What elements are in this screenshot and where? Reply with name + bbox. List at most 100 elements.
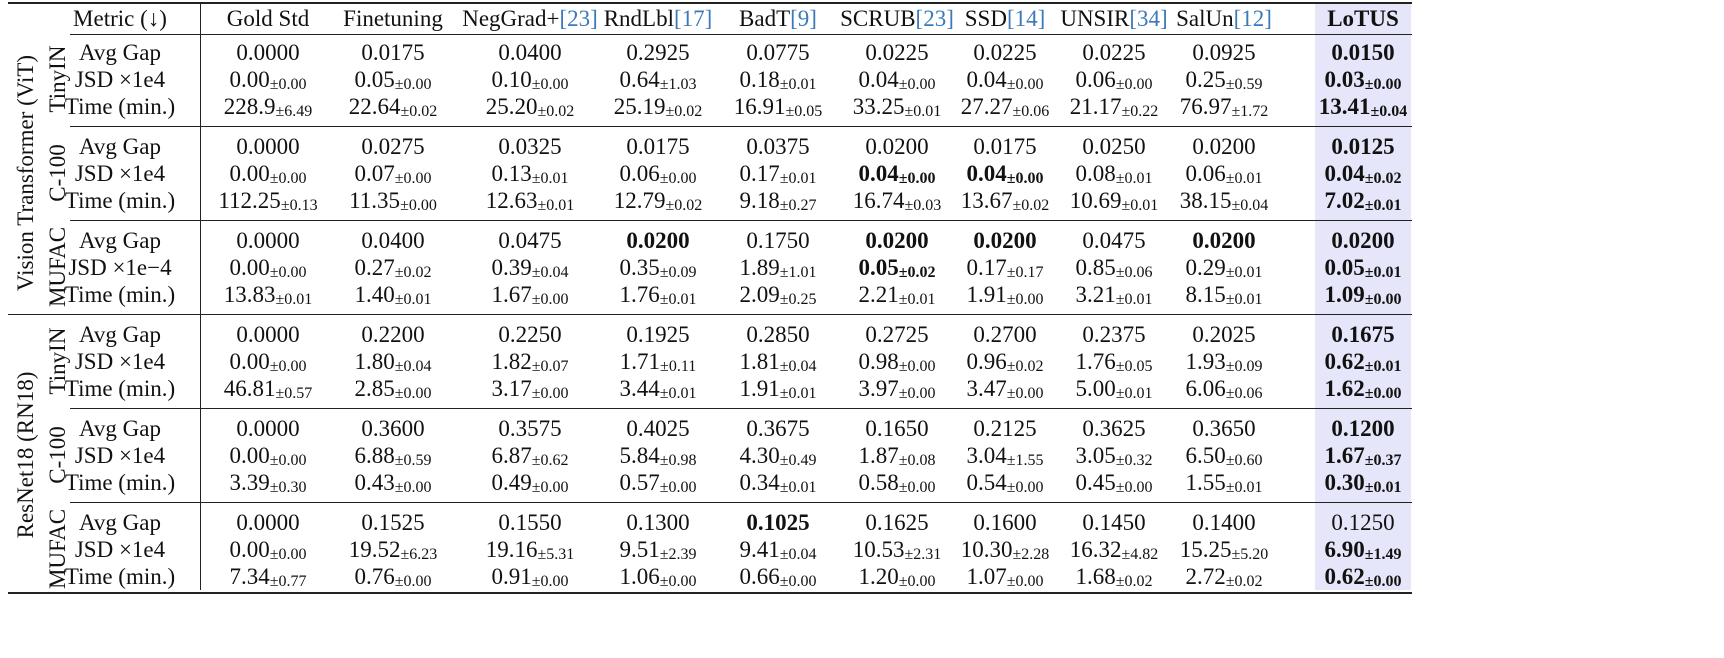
cell-value: 0.0175 [973,133,1037,159]
cell-std-value: 0.00 [278,264,307,281]
cell-value: 10.53 [852,536,905,562]
cell-std: ±5.20 [1231,547,1268,563]
plus-minus-sign: ± [1006,76,1016,93]
plus-minus-sign: ± [659,546,669,563]
cell-std-value: 0.04 [540,264,569,281]
table-cell: 11.35 ±0.00 [328,187,458,214]
cell-value: 0.57 [619,469,660,495]
table-cell: 1.20 ±0.00 [832,563,962,590]
cell-value: 6.06 [1185,375,1226,401]
cell-value: 0.1550 [498,509,562,535]
citation-link[interactable]: [12] [1233,5,1272,31]
cell-value: 1.76 [1075,348,1116,374]
cell-std-value: 0.02 [1021,197,1050,214]
metric-label: Time (min.) [35,563,205,589]
metric-name: Avg Gap [79,39,161,65]
cell-std: ±0.00 [899,171,936,187]
cell-std: ±0.60 [1226,453,1263,469]
table-cell: 27.27 ±0.06 [940,93,1070,120]
plus-minus-sign: ± [1115,479,1125,496]
cell-std: ±0.00 [899,574,936,590]
cell-value: 6.87 [491,442,532,468]
citation-link[interactable]: [23] [915,5,954,31]
cell-value: 0.0475 [1082,227,1146,253]
plus-minus-sign: ± [1006,291,1016,308]
plus-minus-sign: ± [1231,103,1241,120]
plus-minus-sign: ± [1121,546,1131,563]
cell-value: 0.04 [858,160,899,186]
plus-minus-sign: ± [394,385,404,402]
plus-minus-sign: ± [1225,385,1235,402]
table-cell: 12.63 ±0.01 [465,187,595,214]
plus-minus-sign: ± [779,546,789,563]
cell-std-value: 0.02 [1234,573,1263,590]
cell-std: ±0.04 [395,359,432,375]
cell-value: 0.0200 [1192,227,1256,253]
table-cell: 1.09 ±0.00 [1298,281,1428,308]
cell-std-value: 0.00 [1124,76,1153,93]
plus-minus-sign: ± [898,358,908,375]
table-cell: 0.04 ±0.00 [832,160,962,187]
table-cell: 0.06 ±0.01 [1159,160,1289,187]
cell-std: ±0.01 [780,480,817,496]
citation-link[interactable]: [34] [1129,5,1168,31]
cell-value: 0.64 [619,66,660,92]
plus-minus-sign: ± [1012,546,1022,563]
table-cell: 5.84 ±0.98 [593,442,723,469]
plus-minus-sign: ± [1006,385,1016,402]
column-header: RndLbl [17] [593,4,723,32]
cell-value: 0.0200 [626,227,690,253]
cell-std: ±0.01 [1226,265,1263,281]
cell-std-value: 0.02 [1373,170,1402,187]
plus-minus-sign: ± [531,479,541,496]
column-header-label: Finetuning [343,5,443,31]
column-header: Finetuning [328,4,458,32]
table-cell: 0.0225 [940,39,1070,65]
cell-std-value: 0.04 [403,358,432,375]
metric-name: Avg Gap [79,227,161,253]
cell-std-value: 0.04 [788,546,817,563]
table-cell: 0.2200 [328,321,458,347]
table-cell: 16.32 ±4.82 [1049,536,1179,563]
cell-value: 0.76 [354,563,395,589]
cell-value: 16.91 [733,93,786,119]
citation-link[interactable]: [17] [673,5,713,31]
metric-label: JSD ×1e4 [35,536,205,562]
column-header: SCRUB [23] [832,4,962,32]
cell-value: 1.67 [1324,442,1365,468]
cell-value: 0.2375 [1082,321,1146,347]
cell-value: 0.1450 [1082,509,1146,535]
cell-std: ±0.25 [780,292,817,308]
cell-value: 0.66 [739,563,780,589]
cell-std: ±2.31 [904,547,941,563]
cell-std: ±0.00 [532,292,569,308]
cell-value: 0.0000 [236,39,300,65]
plus-minus-sign: ± [1006,264,1016,281]
metric-label: JSD ×1e4 [35,348,205,374]
cell-std: ±0.01 [275,292,312,308]
citation-link[interactable]: [14] [1006,5,1046,31]
cell-std-value: 6.49 [284,103,313,120]
cell-std: ±0.07 [532,359,569,375]
cell-value: 1.55 [1185,469,1226,495]
table-cell: 0.00 ±0.00 [203,66,333,93]
metric-label: Time (min.) [35,375,205,401]
table-cell: 9.41 ±0.04 [713,536,843,563]
cell-value: 0.4025 [626,415,690,441]
plus-minus-sign: ± [1115,385,1125,402]
cell-value: 0.1250 [1331,509,1395,535]
citation-link[interactable]: [23] [559,5,598,31]
table-cell: 0.00 ±0.00 [203,254,333,281]
table-cell: 0.00 ±0.00 [203,536,333,563]
cell-std-value: 0.00 [1373,76,1402,93]
cell-std-value: 0.01 [913,103,942,120]
top-rule [8,2,1412,4]
citation-link[interactable]: [9] [790,5,817,31]
plus-minus-sign: ± [779,170,789,187]
cell-value: 0.10 [491,66,532,92]
cell-std: ±0.09 [660,265,697,281]
table-cell: 10.69 ±0.01 [1049,187,1179,214]
cell-std: ±0.00 [660,171,697,187]
cell-value: 0.2925 [626,39,690,65]
plus-minus-sign: ± [779,479,789,496]
